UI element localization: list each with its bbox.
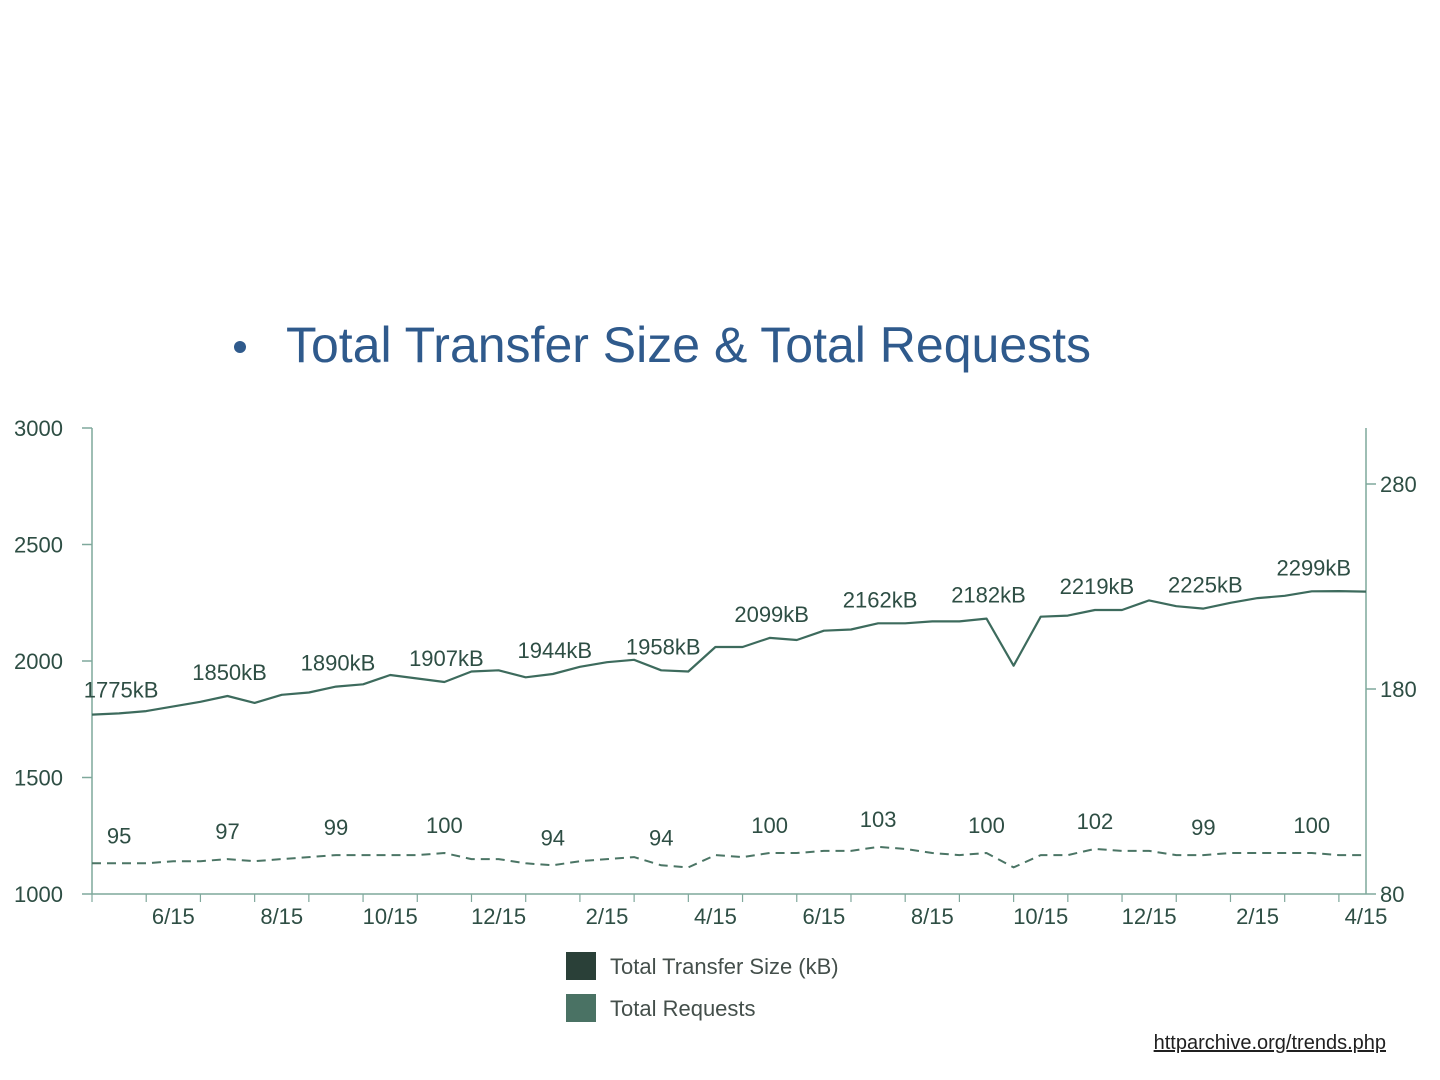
transfer-size-data-label: 1890kB: [301, 651, 376, 676]
transfer-size-data-label: 2225kB: [1168, 573, 1243, 598]
x-axis-tick-label: 6/15: [152, 904, 195, 929]
trends-line-chart: 1000 1500 2000 2500 3000 80 180 280 6/15 8/15 10/1…: [14, 416, 1417, 1022]
legend-label: Total Transfer Size (kB): [610, 954, 839, 979]
requests-data-label: 103: [860, 807, 897, 832]
transfer-size-data-label: 1944kB: [517, 638, 592, 663]
left-axis-tick-label: 1500: [14, 766, 63, 791]
requests-data-label: 94: [649, 825, 673, 850]
x-axis-tick-label: 10/15: [1013, 904, 1068, 929]
bullet-dot-icon: [234, 341, 246, 353]
chart-legend: Total Transfer Size (kB) Total Requests: [566, 952, 839, 1022]
x-axis-tick-label: 8/15: [911, 904, 954, 929]
chart-series: [91, 590, 1367, 869]
left-axis-tick-label: 1000: [14, 882, 63, 907]
right-axis-tick-label: 180: [1380, 677, 1417, 702]
transfer-size-data-label: 2162kB: [843, 587, 918, 612]
x-axis-tick-label: 4/15: [694, 904, 737, 929]
x-axis-tick-label: 10/15: [363, 904, 418, 929]
transfer-size-data-label: 2299kB: [1276, 555, 1351, 580]
left-axis-tick-label: 2500: [14, 533, 63, 558]
transfer-size-data-label: 1775kB: [84, 677, 159, 702]
requests-data-label: 100: [1293, 813, 1330, 838]
transfer-size-data-label: 1958kB: [626, 634, 701, 659]
requests-data-label: 95: [107, 823, 131, 848]
requests-data-label: 100: [968, 813, 1005, 838]
requests-data-label: 100: [751, 813, 788, 838]
x-axis-tick-label: 12/15: [471, 904, 526, 929]
requests-data-label: 99: [324, 815, 348, 840]
transfer-size-data-label: 2182kB: [951, 583, 1026, 608]
x-axis-tick-label: 12/15: [1122, 904, 1177, 929]
series-line-total-requests: [92, 845, 1366, 869]
left-axis-tick-label: 2000: [14, 649, 63, 674]
requests-data-label: 97: [215, 819, 239, 844]
chart-axes: 1000 1500 2000 2500 3000 80 180 280 6/15 8/15 10/1…: [14, 416, 1417, 929]
slide-bullet-text: Total Transfer Size & Total Requests: [286, 317, 1092, 373]
transfer-size-data-label: 1907kB: [409, 646, 484, 671]
right-axis-tick-label: 80: [1380, 882, 1404, 907]
chart-data-labels: 1775kB 1850kB 1890kB 1907kB 1944kB 1958kB 2099…: [84, 555, 1351, 850]
requests-data-label: 100: [426, 813, 463, 838]
slide-bullet-title: Total Transfer Size & Total Requests: [234, 312, 1091, 378]
transfer-size-data-label: 2219kB: [1060, 574, 1135, 599]
x-axis-tick-label: 2/15: [1236, 904, 1279, 929]
legend-label: Total Requests: [610, 996, 756, 1021]
source-link[interactable]: httparchive.org/trends.php: [1153, 1032, 1386, 1054]
transfer-size-data-label: 1850kB: [192, 660, 267, 685]
right-axis-tick-label: 280: [1380, 472, 1417, 497]
x-axis-tick-label: 6/15: [802, 904, 845, 929]
legend-swatch: [566, 994, 596, 1022]
series-line-transfer-size: [91, 590, 1367, 716]
x-axis-tick-label: 2/15: [586, 904, 629, 929]
left-axis-tick-label: 3000: [14, 416, 63, 441]
transfer-size-data-label: 2099kB: [734, 602, 809, 627]
x-axis-tick-label: 4/15: [1345, 904, 1388, 929]
requests-data-label: 99: [1191, 815, 1215, 840]
legend-swatch: [566, 952, 596, 980]
x-axis-tick-label: 8/15: [260, 904, 303, 929]
requests-data-label: 102: [1077, 809, 1114, 834]
requests-data-label: 94: [541, 825, 565, 850]
